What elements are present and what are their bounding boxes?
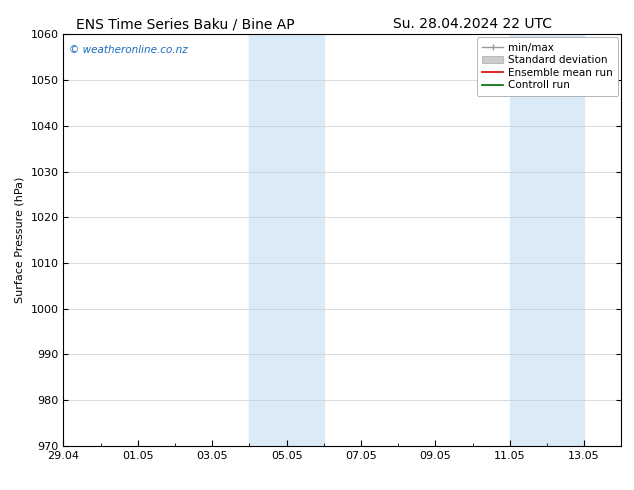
Text: ENS Time Series Baku / Bine AP: ENS Time Series Baku / Bine AP [76,17,295,31]
Text: © weatheronline.co.nz: © weatheronline.co.nz [69,45,188,54]
Legend: min/max, Standard deviation, Ensemble mean run, Controll run: min/max, Standard deviation, Ensemble me… [477,37,618,96]
Y-axis label: Surface Pressure (hPa): Surface Pressure (hPa) [15,177,25,303]
Bar [249,34,324,446]
Text: Su. 28.04.2024 22 UTC: Su. 28.04.2024 22 UTC [393,17,552,31]
Bar [510,34,584,446]
